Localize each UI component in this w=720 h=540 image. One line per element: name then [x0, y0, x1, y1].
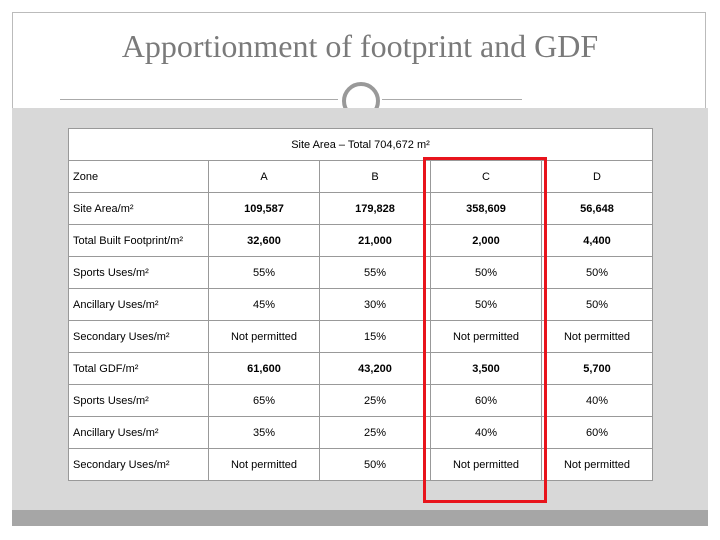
table-row: Site Area/m² 109,587 179,828 358,609 56,648 — [68, 192, 653, 225]
header-cell: D — [541, 160, 653, 193]
cell: 40% — [541, 384, 653, 417]
cell: 25% — [319, 416, 431, 449]
cell: 21,000 — [319, 224, 431, 257]
cell: 43,200 — [319, 352, 431, 385]
table-caption: Site Area – Total 704,672 m² — [68, 128, 653, 161]
cell: 15% — [319, 320, 431, 353]
row-label: Sports Uses/m² — [68, 384, 209, 417]
highlight-box — [423, 157, 547, 503]
row-label: Ancillary Uses/m² — [68, 416, 209, 449]
caption-row: Site Area – Total 704,672 m² — [68, 128, 653, 161]
cell: 60% — [541, 416, 653, 449]
cell: 50% — [541, 288, 653, 321]
cell: 61,600 — [208, 352, 320, 385]
cell: 60% — [430, 384, 542, 417]
table-row: Sports Uses/m² 55% 55% 50% 50% — [68, 256, 653, 289]
table-row: Sports Uses/m² 65% 25% 60% 40% — [68, 384, 653, 417]
divider — [60, 99, 338, 100]
cell: 4,400 — [541, 224, 653, 257]
row-label: Secondary Uses/m² — [68, 448, 209, 481]
cell: 55% — [208, 256, 320, 289]
header-cell: C — [430, 160, 542, 193]
footer-bar — [12, 510, 708, 526]
cell: 35% — [208, 416, 320, 449]
table: Site Area – Total 704,672 m² Zone A B C D Site… — [68, 128, 653, 481]
table-row: Secondary Uses/m² Not permitted 15% Not per… — [68, 320, 653, 353]
cell: Not permitted — [208, 448, 320, 481]
row-label: Total GDF/m² — [68, 352, 209, 385]
header-cell: Zone — [68, 160, 209, 193]
cell: 30% — [319, 288, 431, 321]
header-cell: A — [208, 160, 320, 193]
cell: 45% — [208, 288, 320, 321]
table-row: Ancillary Uses/m² 45% 30% 50% 50% — [68, 288, 653, 321]
table-row: Secondary Uses/m² Not permitted 50% Not per… — [68, 448, 653, 481]
cell: Not permitted — [208, 320, 320, 353]
cell: Not permitted — [541, 320, 653, 353]
cell: Not permitted — [430, 448, 542, 481]
cell: 109,587 — [208, 192, 320, 225]
row-label: Sports Uses/m² — [68, 256, 209, 289]
table-row: Total Built Footprint/m² 32,600 21,000 2,00… — [68, 224, 653, 257]
cell: 65% — [208, 384, 320, 417]
table-row: Total GDF/m² 61,600 43,200 3,500 5,700 — [68, 352, 653, 385]
cell: Not permitted — [541, 448, 653, 481]
cell: 32,600 — [208, 224, 320, 257]
row-label: Ancillary Uses/m² — [68, 288, 209, 321]
row-label: Site Area/m² — [68, 192, 209, 225]
cell: 50% — [319, 448, 431, 481]
row-label: Total Built Footprint/m² — [68, 224, 209, 257]
cell: 55% — [319, 256, 431, 289]
cell: 3,500 — [430, 352, 542, 385]
cell: 25% — [319, 384, 431, 417]
header-cell: B — [319, 160, 431, 193]
row-label: Secondary Uses/m² — [68, 320, 209, 353]
slide-title: Apportionment of footprint and GDF — [121, 28, 599, 64]
cell: 5,700 — [541, 352, 653, 385]
table-row: Ancillary Uses/m² 35% 25% 40% 60% — [68, 416, 653, 449]
cell: 50% — [541, 256, 653, 289]
cell: 56,648 — [541, 192, 653, 225]
cell: 179,828 — [319, 192, 431, 225]
header-row: Zone A B C D — [68, 160, 653, 193]
divider — [382, 99, 522, 100]
